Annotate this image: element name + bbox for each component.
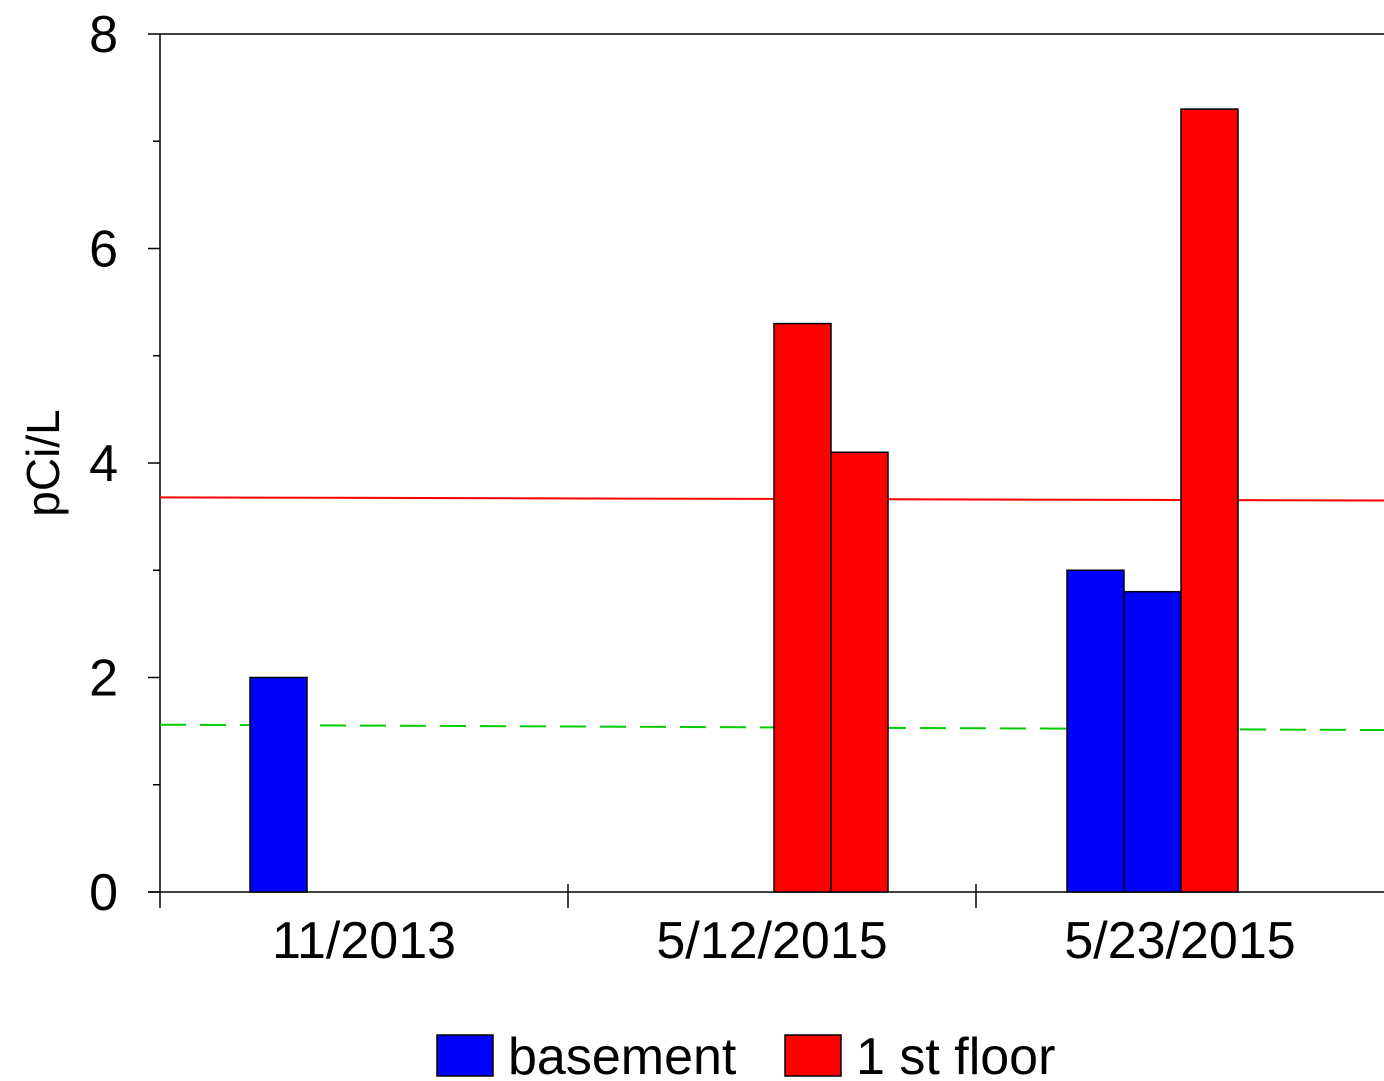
- y-axis-title: pCi/L: [17, 409, 69, 516]
- y-axis: 0 2 4 6 8: [89, 6, 160, 922]
- x-tick-label: 5/23/2015: [1064, 912, 1295, 970]
- reference-line-1: [159, 496, 1384, 502]
- y-tick-label: 4: [89, 435, 118, 493]
- x-tick-label: 5/12/2015: [656, 912, 887, 970]
- legend-swatch: [784, 1034, 842, 1077]
- bar-2: [773, 322, 832, 893]
- bars: [249, 108, 1239, 893]
- x-tick-label: 11/2013: [272, 912, 456, 970]
- y-tick-label: 8: [89, 6, 118, 64]
- bar-4: [1066, 569, 1125, 893]
- y-tick-label: 6: [89, 221, 118, 279]
- x-axis: 11/2013 5/12/2015 5/23/2015: [272, 884, 1296, 970]
- legend-label: 1 st floor: [856, 1028, 1055, 1081]
- bar-5: [1123, 590, 1182, 893]
- bar-6: [1180, 108, 1239, 893]
- bar-1: [249, 676, 308, 893]
- legend-label: basement: [508, 1028, 737, 1081]
- bar-3: [830, 451, 889, 893]
- legend-swatch: [436, 1034, 494, 1077]
- legend: basement 1 st floor: [436, 1028, 1055, 1081]
- y-tick-label: 2: [89, 650, 118, 708]
- y-tick-label: 0: [89, 864, 118, 922]
